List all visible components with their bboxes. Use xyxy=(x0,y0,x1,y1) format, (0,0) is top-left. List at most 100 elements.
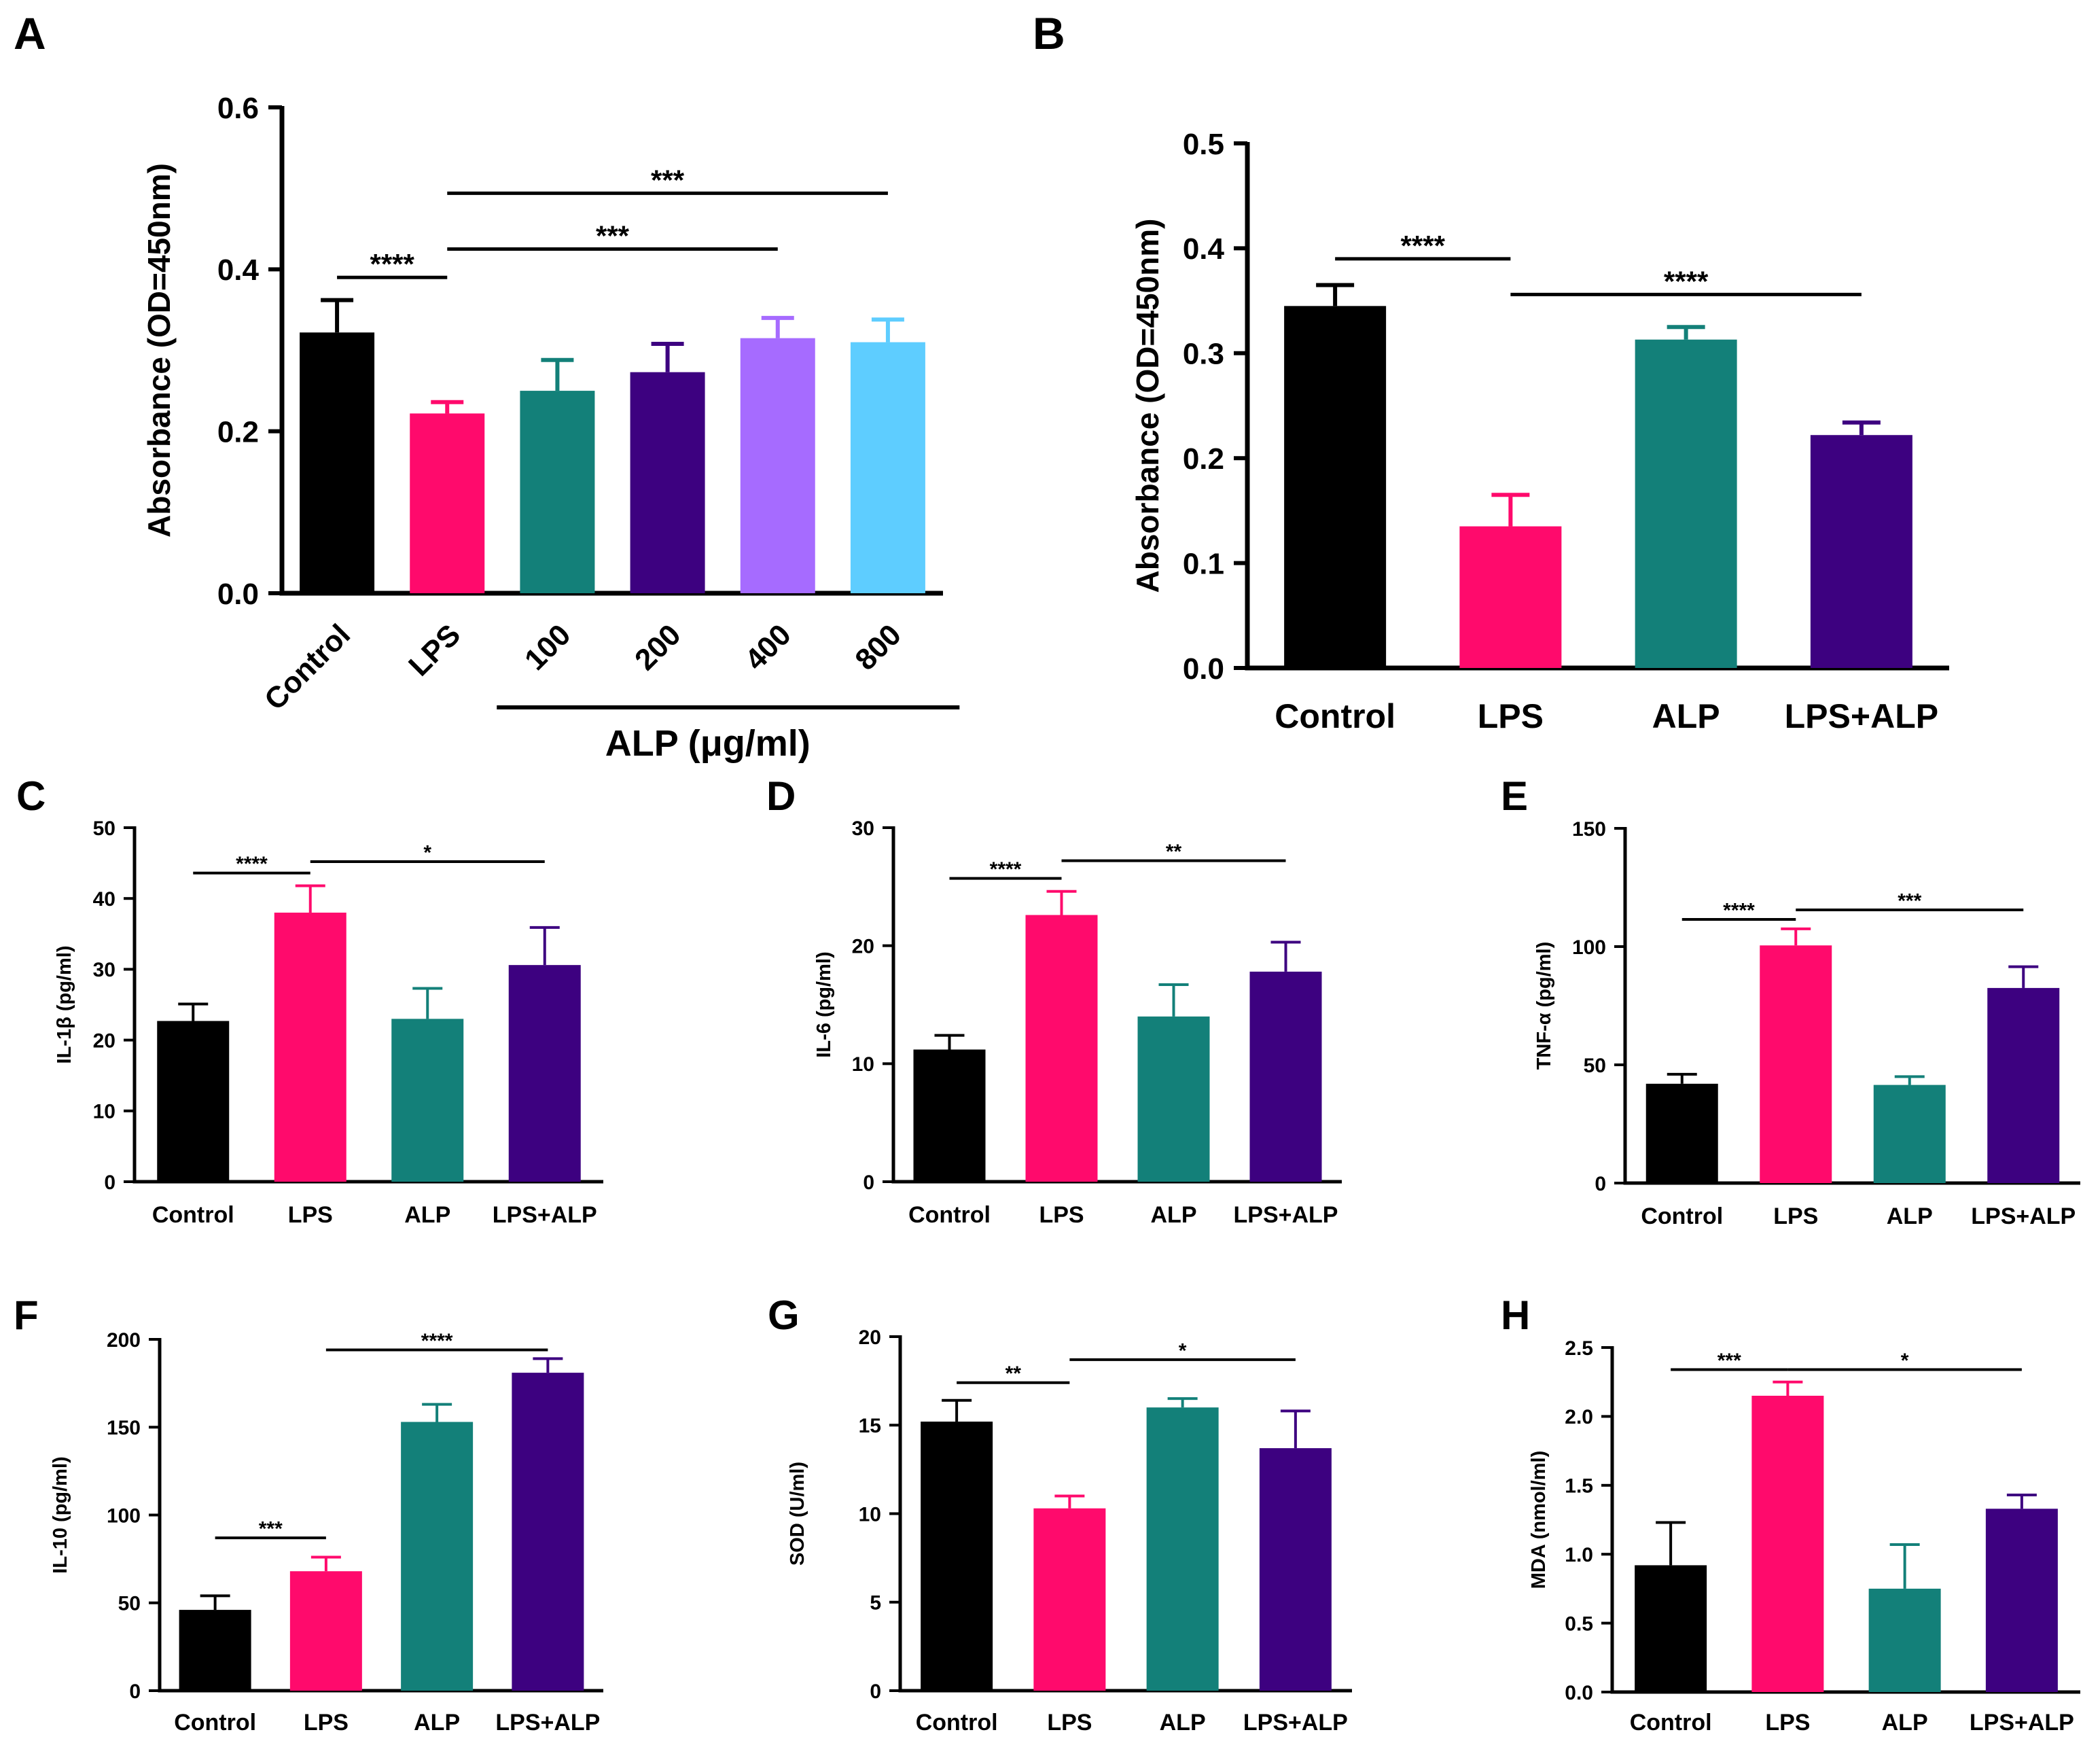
x-tick-label: 100 xyxy=(518,618,577,677)
y-tick-label: 150 xyxy=(107,1417,141,1439)
bar-alp xyxy=(1635,339,1737,668)
y-tick-label: 1.0 xyxy=(1565,1544,1593,1566)
bar-control xyxy=(921,1422,993,1691)
y-tick-label: 150 xyxy=(1572,818,1606,841)
significance-stars: ** xyxy=(1005,1362,1022,1385)
bar-alp xyxy=(1146,1407,1219,1691)
x-tick-label: ALP xyxy=(1887,1203,1933,1229)
y-tick-label: 0.1 xyxy=(1183,547,1224,580)
x-tick-label: Control xyxy=(1641,1203,1723,1229)
x-tick-label: Control xyxy=(152,1202,234,1228)
x-tick-label: LPS xyxy=(304,1710,349,1736)
significance-stars: *** xyxy=(596,220,630,252)
x-tick-label: LPS+ALP xyxy=(495,1710,600,1736)
y-axis-label: Absorbance (OD=450nm) xyxy=(141,163,177,538)
bar-lps xyxy=(410,413,485,593)
significance-stars: **** xyxy=(1723,899,1755,921)
bar-lps xyxy=(1760,945,1832,1183)
y-tick-label: 20 xyxy=(852,935,874,957)
bar-lps-alp xyxy=(1810,435,1912,668)
y-tick-label: 30 xyxy=(852,817,874,840)
x-tick-label: ALP xyxy=(1652,697,1720,735)
x-tick-label: ALP xyxy=(1160,1710,1206,1736)
panel-g: G 0 5 10 15 20 SOD (U/ml) Control LPS ALP LPS+ALP *… xyxy=(768,1292,1352,1736)
x-tick-label: ALP xyxy=(414,1710,460,1736)
bar-100 xyxy=(520,391,595,593)
y-tick-label: 0 xyxy=(863,1172,874,1194)
significance-stars: **** xyxy=(1664,265,1709,297)
y-tick-label: 0 xyxy=(870,1680,881,1703)
x-tick-label: Control xyxy=(174,1710,256,1736)
group-label: ALP (μg/ml) xyxy=(605,723,811,764)
x-tick-label: LPS+ALP xyxy=(1234,1202,1338,1228)
bar-lps-alp xyxy=(1987,987,2060,1183)
y-tick-label: 1.5 xyxy=(1565,1475,1593,1498)
bar-alp xyxy=(401,1422,474,1691)
x-tick-label: LPS xyxy=(1047,1710,1092,1736)
x-tick-label: LPS+ALP xyxy=(1785,697,1938,735)
x-tick-label: LPS xyxy=(1039,1202,1084,1228)
panel-letter: D xyxy=(766,773,796,819)
x-tick-label: Control xyxy=(1630,1710,1712,1736)
x-tick-label: LPS+ALP xyxy=(1243,1710,1348,1736)
y-tick-label: 0.2 xyxy=(1183,442,1224,476)
y-axis-label: MDA (nmol/ml) xyxy=(1528,1451,1550,1589)
panel-c: C 0 10 20 30 40 50 IL-1β (pg/ml) Control LPS ALP LP… xyxy=(16,773,603,1228)
bar-200 xyxy=(630,372,705,593)
y-tick-label: 50 xyxy=(1584,1055,1606,1077)
x-tick-label: Control xyxy=(908,1202,991,1228)
x-tick-label: 800 xyxy=(849,618,908,677)
bar-lps-alp xyxy=(1249,971,1322,1182)
panel-b: B 0.0 0.1 0.2 0.3 0.4 0.5 Absorbance (OD=450nm)… xyxy=(1033,8,1949,735)
y-tick-label: 0 xyxy=(129,1680,141,1703)
significance-stars: * xyxy=(1901,1350,1909,1372)
significance-stars: *** xyxy=(651,164,685,196)
y-axis-label: SOD (U/ml) xyxy=(787,1462,808,1566)
significance-stars: *** xyxy=(1898,890,1921,912)
y-axis-label: TNF-α (pg/ml) xyxy=(1533,942,1555,1070)
x-tick-label: LPS+ALP xyxy=(1970,1710,2074,1736)
y-tick-label: 0.5 xyxy=(1183,128,1224,161)
y-tick-label: 0.3 xyxy=(1183,338,1224,371)
significance-stars: **** xyxy=(370,248,414,280)
y-tick-label: 0.0 xyxy=(217,578,259,611)
x-tick-label: LPS+ALP xyxy=(493,1202,597,1228)
bar-400 xyxy=(740,338,815,593)
y-tick-label: 0.0 xyxy=(1183,652,1224,686)
x-tick-label: Control xyxy=(916,1710,998,1736)
bar-lps xyxy=(1459,526,1562,668)
y-tick-label: 0.6 xyxy=(217,92,259,125)
panel-h: H 0.0 0.5 1.0 1.5 2.0 2.5 MDA (nmol/ml) Control L… xyxy=(1501,1292,2080,1736)
bar-lps xyxy=(1751,1395,1824,1692)
bar-control xyxy=(157,1021,230,1182)
x-tick-label: LPS xyxy=(1478,697,1544,735)
significance-stars: * xyxy=(1179,1339,1187,1362)
bar-alp xyxy=(1137,1016,1210,1182)
x-tick-label: ALP xyxy=(1151,1202,1197,1228)
x-tick-label: ALP xyxy=(404,1202,450,1228)
significance-stars: * xyxy=(423,841,431,864)
significance-stars: **** xyxy=(421,1330,453,1352)
y-tick-label: 0.0 xyxy=(1565,1682,1593,1704)
panel-letter: A xyxy=(14,8,46,58)
panel-f: F 0 50 100 150 200 IL-10 (pg/ml) Control LPS ALP L… xyxy=(14,1292,603,1736)
y-tick-label: 10 xyxy=(852,1053,874,1076)
y-tick-label: 2.5 xyxy=(1565,1337,1593,1360)
bar-lps xyxy=(1033,1508,1106,1691)
y-tick-label: 15 xyxy=(859,1415,881,1437)
y-tick-label: 100 xyxy=(107,1504,141,1527)
bar-lps-alp xyxy=(1985,1509,2058,1692)
x-tick-label: Control xyxy=(258,618,357,716)
panel-letter: C xyxy=(16,773,46,819)
y-tick-label: 20 xyxy=(93,1029,115,1052)
y-tick-label: 50 xyxy=(93,817,115,840)
panel-letter: B xyxy=(1033,8,1065,58)
y-tick-label: 20 xyxy=(859,1326,881,1349)
bar-lps xyxy=(274,913,346,1182)
y-tick-label: 0 xyxy=(1595,1173,1606,1195)
panel-letter: G xyxy=(768,1292,800,1338)
x-tick-label: 200 xyxy=(628,618,688,677)
significance-stars: **** xyxy=(236,853,268,875)
y-tick-label: 30 xyxy=(93,959,115,981)
